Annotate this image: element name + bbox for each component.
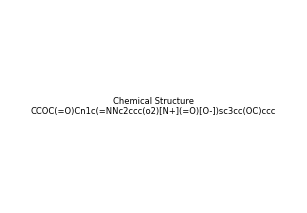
Text: Chemical Structure
CCOC(=O)Cn1c(=NNc2ccc(o2)[N+](=O)[O-])sc3cc(OC)ccc: Chemical Structure CCOC(=O)Cn1c(=NNc2ccc…: [31, 97, 276, 116]
